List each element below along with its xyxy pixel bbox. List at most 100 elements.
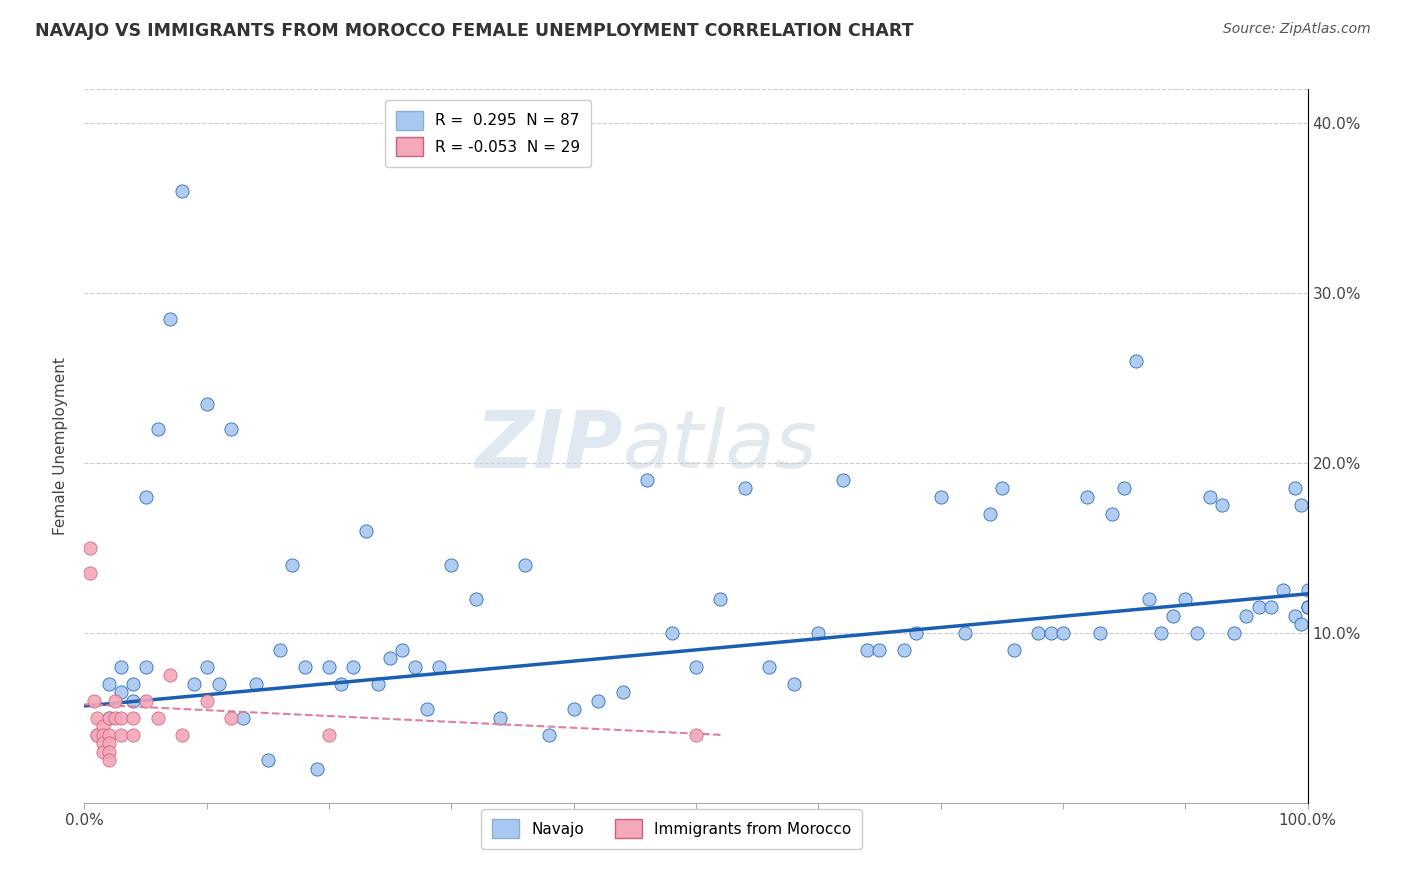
Point bbox=[929, 490, 952, 504]
Point bbox=[586, 694, 609, 708]
Point bbox=[807, 626, 830, 640]
Point bbox=[538, 728, 561, 742]
Point bbox=[208, 677, 231, 691]
Point bbox=[245, 677, 267, 691]
Point bbox=[464, 591, 486, 606]
Point bbox=[318, 728, 340, 742]
Point bbox=[342, 660, 364, 674]
Point bbox=[91, 736, 114, 750]
Point bbox=[97, 677, 120, 691]
Point bbox=[404, 660, 426, 674]
Point bbox=[709, 591, 731, 606]
Point bbox=[427, 660, 450, 674]
Point bbox=[1272, 583, 1295, 598]
Point bbox=[1101, 507, 1123, 521]
Point bbox=[135, 694, 157, 708]
Point bbox=[97, 736, 120, 750]
Point bbox=[1296, 600, 1319, 615]
Point bbox=[354, 524, 377, 538]
Point bbox=[979, 507, 1001, 521]
Point bbox=[110, 711, 132, 725]
Point bbox=[91, 728, 114, 742]
Text: NAVAJO VS IMMIGRANTS FROM MOROCCO FEMALE UNEMPLOYMENT CORRELATION CHART: NAVAJO VS IMMIGRANTS FROM MOROCCO FEMALE… bbox=[35, 22, 914, 40]
Point bbox=[661, 626, 683, 640]
Point bbox=[1002, 643, 1025, 657]
Point bbox=[97, 745, 120, 759]
Point bbox=[685, 660, 707, 674]
Point bbox=[440, 558, 463, 572]
Text: ZIP: ZIP bbox=[475, 407, 623, 485]
Point bbox=[991, 482, 1014, 496]
Point bbox=[110, 685, 132, 699]
Point bbox=[953, 626, 976, 640]
Point bbox=[1150, 626, 1173, 640]
Point bbox=[97, 728, 120, 742]
Point bbox=[489, 711, 512, 725]
Point bbox=[1260, 600, 1282, 615]
Point bbox=[1088, 626, 1111, 640]
Point bbox=[391, 643, 413, 657]
Point bbox=[159, 311, 181, 326]
Point bbox=[1052, 626, 1074, 640]
Point bbox=[1076, 490, 1098, 504]
Point bbox=[135, 490, 157, 504]
Point bbox=[318, 660, 340, 674]
Point bbox=[257, 753, 280, 767]
Point bbox=[305, 762, 328, 776]
Legend: Navajo, Immigrants from Morocco: Navajo, Immigrants from Morocco bbox=[481, 809, 862, 848]
Point bbox=[1247, 600, 1270, 615]
Point bbox=[1161, 608, 1184, 623]
Point bbox=[122, 711, 145, 725]
Point bbox=[97, 711, 120, 725]
Point bbox=[135, 660, 157, 674]
Point bbox=[91, 745, 114, 759]
Point bbox=[122, 694, 145, 708]
Point bbox=[122, 728, 145, 742]
Point bbox=[83, 694, 105, 708]
Point bbox=[1211, 499, 1233, 513]
Point bbox=[294, 660, 316, 674]
Point bbox=[1284, 482, 1306, 496]
Point bbox=[79, 566, 101, 581]
Point bbox=[97, 711, 120, 725]
Point bbox=[869, 643, 891, 657]
Point bbox=[1296, 600, 1319, 615]
Point bbox=[1039, 626, 1062, 640]
Point bbox=[104, 694, 127, 708]
Point bbox=[1137, 591, 1160, 606]
Point bbox=[172, 728, 194, 742]
Point bbox=[122, 677, 145, 691]
Point bbox=[110, 728, 132, 742]
Point bbox=[1223, 626, 1246, 640]
Point bbox=[1296, 600, 1319, 615]
Point bbox=[367, 677, 389, 691]
Point bbox=[893, 643, 915, 657]
Point bbox=[146, 711, 169, 725]
Point bbox=[612, 685, 634, 699]
Point bbox=[91, 719, 114, 733]
Point bbox=[86, 711, 108, 725]
Point bbox=[734, 482, 756, 496]
Point bbox=[159, 668, 181, 682]
Point bbox=[783, 677, 806, 691]
Point bbox=[1174, 591, 1197, 606]
Point bbox=[183, 677, 205, 691]
Point bbox=[219, 711, 242, 725]
Point bbox=[86, 728, 108, 742]
Point bbox=[1284, 608, 1306, 623]
Point bbox=[636, 473, 658, 487]
Y-axis label: Female Unemployment: Female Unemployment bbox=[53, 357, 69, 535]
Point bbox=[685, 728, 707, 742]
Point bbox=[513, 558, 536, 572]
Point bbox=[1236, 608, 1258, 623]
Point bbox=[1028, 626, 1050, 640]
Point bbox=[110, 660, 132, 674]
Point bbox=[1187, 626, 1209, 640]
Point bbox=[146, 422, 169, 436]
Point bbox=[831, 473, 853, 487]
Point bbox=[195, 694, 218, 708]
Point bbox=[97, 753, 120, 767]
Point bbox=[380, 651, 402, 665]
Point bbox=[1198, 490, 1220, 504]
Text: atlas: atlas bbox=[623, 407, 817, 485]
